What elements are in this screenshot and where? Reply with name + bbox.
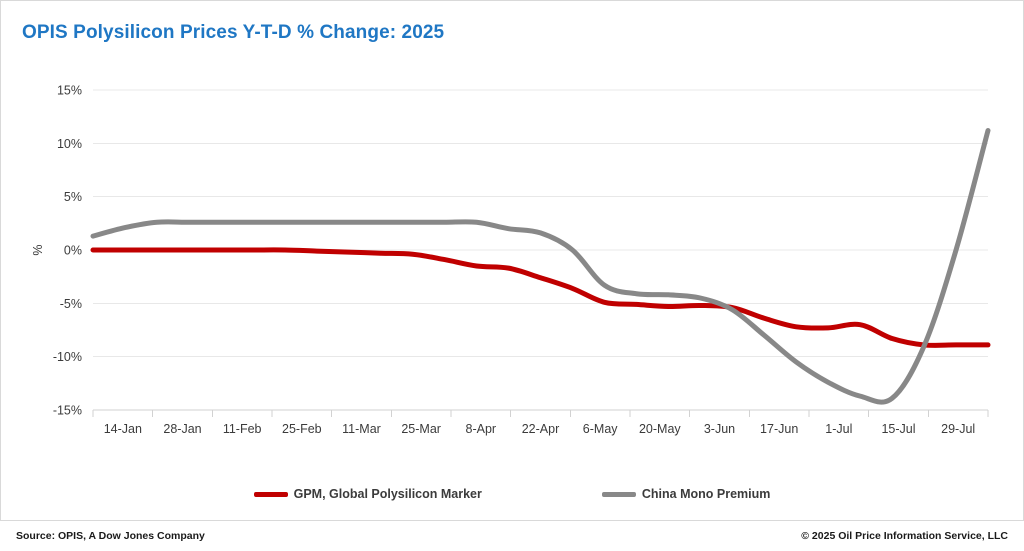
footer-source: Source: OPIS, A Dow Jones Company [16,530,205,542]
legend-label-gpm: GPM, Global Polysilicon Marker [293,487,482,501]
x-tick-label: 11-Feb [223,422,262,436]
y-axis-tick-labels: 15% 10% 5% 0% -5% -10% -15% [53,84,82,418]
series-line-china-mono-premium [90,128,991,405]
footer-bar: Source: OPIS, A Dow Jones Company © 2025… [0,520,1024,551]
chart-legend: GPM, Global Polysilicon Marker China Mon… [0,482,1024,506]
x-tick-label: 17-Jun [760,422,798,436]
legend-swatch-china-mono-premium [601,491,636,497]
series-line-gpm-global-polysilicon-marker [90,247,991,348]
y-tick-label: 15% [57,84,82,98]
y-tick-label: 5% [64,190,82,204]
y-axis-title: % [31,244,45,255]
y-tick-label: -10% [53,350,82,364]
x-tick-label: 25-Mar [401,422,441,436]
x-axis-tick-labels: 14-Jan 28-Jan 11-Feb 25-Feb 11-Mar 25-Mar 8-Ap… [104,422,975,436]
line-chart: 15% 10% 5% 0% -5% -10% -15% 14-Jan 28-Jan 11-Feb… [31,84,991,436]
legend-item-gpm[interactable]: GPM, Global Polysilicon Marker [253,487,482,501]
x-tick-label: 1-Jul [825,422,852,436]
x-tick-label: 15-Jul [881,422,915,436]
y-tick-label: 10% [57,137,82,151]
legend-item-china-mono-premium[interactable]: China Mono Premium [601,487,771,501]
x-tick-label: 3-Jun [704,422,735,436]
x-tick-label: 8-Apr [466,422,497,436]
x-tick-label: 28-Jan [163,422,201,436]
y-tick-label: -5% [60,297,82,311]
y-axis-title-label: % [31,244,45,255]
data-series-group [90,128,991,405]
y-tick-label: 0% [64,244,82,258]
footer-copyright: © 2025 Oil Price Information Service, LL… [801,530,1008,542]
tickmarks-group [92,410,989,417]
page-title: OPIS Polysilicon Prices Y-T-D % Change: … [22,22,445,43]
legend-swatch-gpm [253,491,288,497]
y-tick-label: -15% [53,404,82,418]
x-tick-label: 11-Mar [342,422,381,436]
x-tick-label: 6-May [583,422,618,436]
chart-plot-area: 15% 10% 5% 0% -5% -10% -15% 14-Jan 28-Jan 11-Feb… [31,84,991,436]
x-tick-label: 29-Jul [941,422,975,436]
legend-label-china-mono-premium: China Mono Premium [641,487,771,501]
x-tick-label: 25-Feb [282,422,322,436]
x-tick-label: 20-May [639,422,681,436]
x-tick-label: 14-Jan [104,422,142,436]
x-tick-label: 22-Apr [522,422,560,436]
